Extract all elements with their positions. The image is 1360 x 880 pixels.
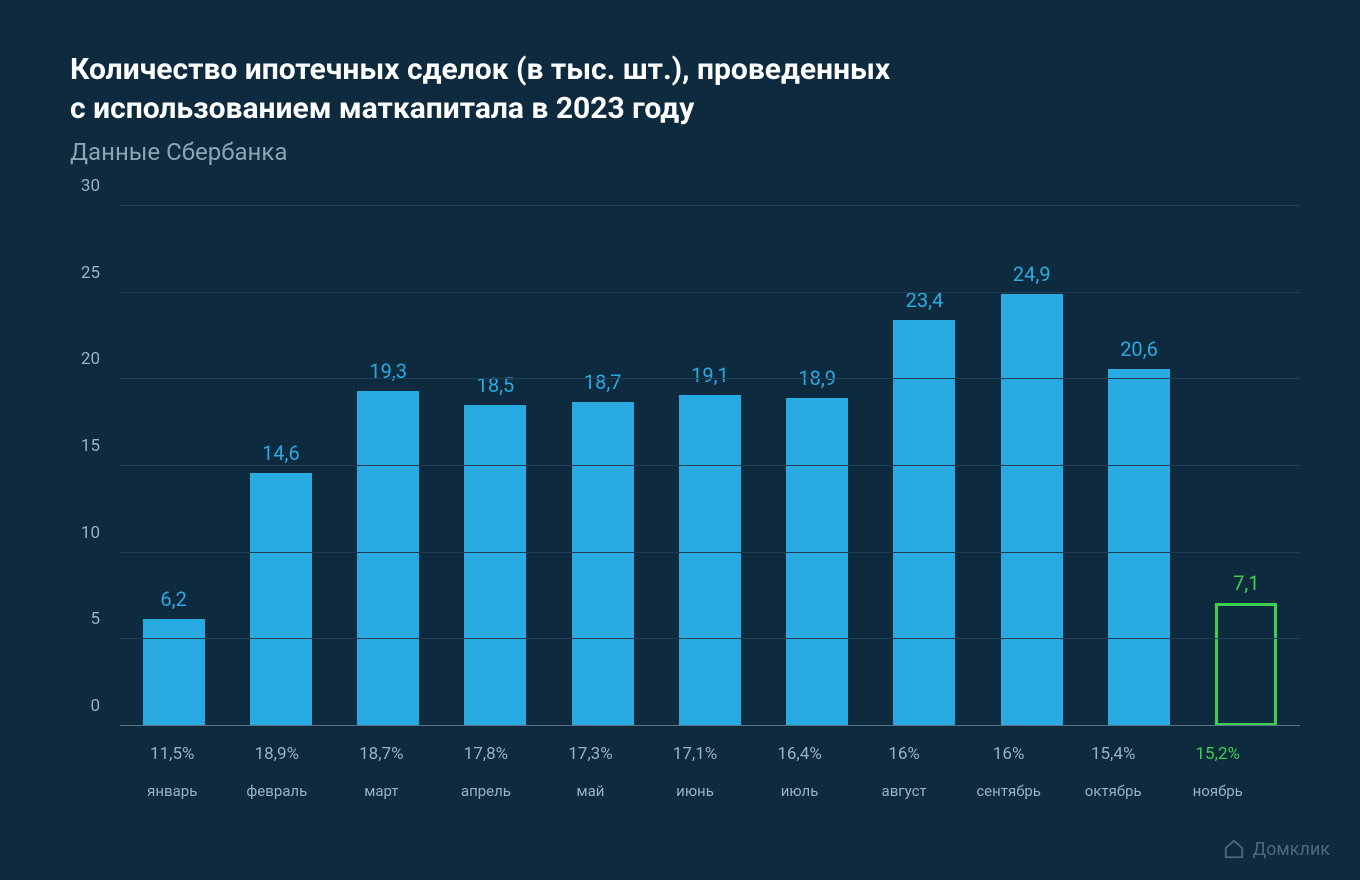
month-label: июнь xyxy=(676,782,714,800)
grid-line xyxy=(120,378,1300,379)
house-icon xyxy=(1223,838,1245,860)
y-axis: 051015202530 xyxy=(70,206,110,726)
bar xyxy=(464,405,526,726)
month-label: август xyxy=(882,782,927,800)
bar xyxy=(786,398,848,726)
grid-line xyxy=(120,205,1300,206)
y-tick-label: 5 xyxy=(90,609,100,629)
bar-value-label: 24,9 xyxy=(1013,262,1051,286)
x-label-group: 17,3% май xyxy=(538,744,643,800)
bar xyxy=(1108,369,1170,726)
chart-plot-area: 051015202530 6,214,619,318,518,719,118,9… xyxy=(100,206,1320,726)
x-label-group: 18,9% февраль xyxy=(225,744,330,800)
percentage-label: 11,5% xyxy=(150,744,194,764)
bar xyxy=(679,395,741,726)
month-label: март xyxy=(364,782,398,800)
bar-value-label: 18,7 xyxy=(584,370,622,394)
x-label-group: 17,1% июнь xyxy=(643,744,748,800)
bar-value-label: 19,1 xyxy=(691,363,729,387)
month-label: октябрь xyxy=(1085,782,1142,800)
brand-logo-text: Домклик xyxy=(1253,839,1330,860)
chart-title: Количество ипотечных сделок (в тыс. шт.)… xyxy=(70,50,1290,128)
x-label-group: 16,4% июль xyxy=(747,744,852,800)
chart-container: Количество ипотечных сделок (в тыс. шт.)… xyxy=(0,0,1360,880)
bar-group: 24,9 xyxy=(978,206,1085,726)
bar-highlight xyxy=(1215,603,1277,726)
month-label: сентябрь xyxy=(976,782,1041,800)
x-label-group: 15,2% ноябрь xyxy=(1165,744,1270,800)
y-tick-label: 30 xyxy=(81,176,100,196)
month-label: февраль xyxy=(246,782,307,800)
x-label-group: 11,5% январь xyxy=(120,744,225,800)
month-label: апрель xyxy=(461,782,511,800)
y-tick-label: 25 xyxy=(81,263,100,283)
percentage-label: 18,9% xyxy=(255,744,299,764)
x-label-group: 18,7% март xyxy=(329,744,434,800)
grid-line xyxy=(120,725,1300,726)
y-tick-label: 20 xyxy=(81,349,100,369)
bar-value-label: 7,1 xyxy=(1233,571,1259,595)
bar-value-label: 19,3 xyxy=(369,359,407,383)
y-tick-label: 15 xyxy=(81,436,100,456)
percentage-label: 18,7% xyxy=(359,744,403,764)
percentage-label: 17,1% xyxy=(673,744,717,764)
month-label: май xyxy=(576,782,604,800)
bar xyxy=(143,619,205,726)
bar xyxy=(250,473,312,726)
bar-group: 18,7 xyxy=(549,206,656,726)
bar xyxy=(893,320,955,726)
bar-group: 14,6 xyxy=(227,206,334,726)
grid-line xyxy=(120,292,1300,293)
grid-line xyxy=(120,465,1300,466)
bar-group: 19,1 xyxy=(656,206,763,726)
bar-group: 6,2 xyxy=(120,206,227,726)
month-label: июль xyxy=(781,782,819,800)
percentage-label: 16% xyxy=(888,744,920,764)
bar-value-label: 18,5 xyxy=(477,373,515,397)
bar-value-label: 14,6 xyxy=(262,441,300,465)
bar-group: 7,1 xyxy=(1193,206,1300,726)
percentage-label: 17,3% xyxy=(568,744,612,764)
percentage-label: 16% xyxy=(993,744,1025,764)
percentage-label: 15,2% xyxy=(1196,744,1240,764)
bar-value-label: 20,6 xyxy=(1120,337,1158,361)
bar-group: 23,4 xyxy=(871,206,978,726)
title-line-1: Количество ипотечных сделок (в тыс. шт.)… xyxy=(70,52,890,87)
month-label: январь xyxy=(147,782,197,800)
y-tick-label: 10 xyxy=(81,523,100,543)
grid-line xyxy=(120,552,1300,553)
bar xyxy=(357,391,419,726)
grid-line xyxy=(120,638,1300,639)
bar-group: 18,9 xyxy=(764,206,871,726)
bar-value-label: 6,2 xyxy=(160,587,186,611)
x-axis-labels: 11,5% январь 18,9% февраль 18,7% март 17,8% апр… xyxy=(120,744,1270,800)
percentage-label: 16,4% xyxy=(777,744,821,764)
percentage-label: 15,4% xyxy=(1091,744,1135,764)
percentage-label: 17,8% xyxy=(464,744,508,764)
bar xyxy=(1001,294,1063,726)
chart-subtitle: Данные Сбербанка xyxy=(70,138,1290,166)
bar-group: 20,6 xyxy=(1085,206,1192,726)
brand-logo: Домклик xyxy=(1223,838,1330,860)
x-label-group: 15,4% октябрь xyxy=(1061,744,1166,800)
y-tick-label: 0 xyxy=(90,696,100,716)
x-label-group: 16% сентябрь xyxy=(956,744,1061,800)
bar-group: 18,5 xyxy=(442,206,549,726)
bar-group: 19,3 xyxy=(335,206,442,726)
bar xyxy=(572,402,634,726)
x-label-group: 17,8% апрель xyxy=(434,744,539,800)
bars-plot: 6,2 14,6 19,3 18,5 18,7 19,1 18,923,4 24,9 20,6 7… xyxy=(120,206,1300,726)
month-label: ноябрь xyxy=(1193,782,1243,800)
x-label-group: 16% август xyxy=(852,744,957,800)
title-line-2: с использованием маткапитала в 2023 году xyxy=(70,91,694,126)
